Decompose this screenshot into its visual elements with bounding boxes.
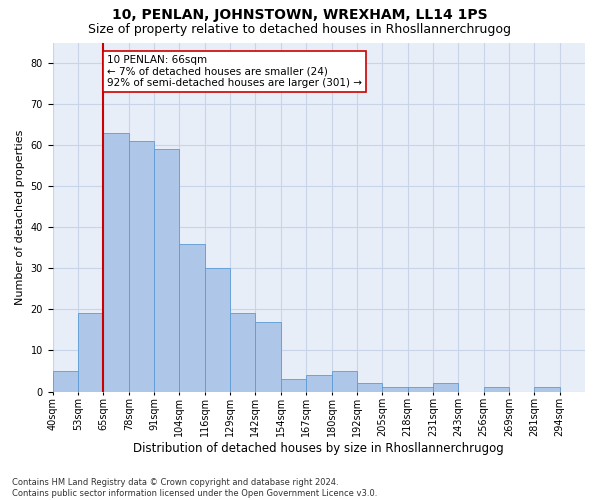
- Bar: [484, 388, 509, 392]
- Bar: [129, 141, 154, 392]
- Bar: [154, 150, 179, 392]
- Bar: [535, 388, 560, 392]
- Bar: [78, 314, 103, 392]
- Bar: [281, 379, 306, 392]
- Bar: [103, 133, 129, 392]
- Bar: [357, 384, 382, 392]
- Text: 10 PENLAN: 66sqm
← 7% of detached houses are smaller (24)
92% of semi-detached h: 10 PENLAN: 66sqm ← 7% of detached houses…: [107, 55, 362, 88]
- Bar: [256, 322, 281, 392]
- Bar: [306, 375, 332, 392]
- Bar: [433, 384, 458, 392]
- Bar: [332, 371, 357, 392]
- X-axis label: Distribution of detached houses by size in Rhosllannerchrugog: Distribution of detached houses by size …: [133, 442, 504, 455]
- Bar: [230, 314, 256, 392]
- Text: Contains HM Land Registry data © Crown copyright and database right 2024.
Contai: Contains HM Land Registry data © Crown c…: [12, 478, 377, 498]
- Bar: [179, 244, 205, 392]
- Y-axis label: Number of detached properties: Number of detached properties: [15, 130, 25, 304]
- Bar: [205, 268, 230, 392]
- Text: 10, PENLAN, JOHNSTOWN, WREXHAM, LL14 1PS: 10, PENLAN, JOHNSTOWN, WREXHAM, LL14 1PS: [112, 8, 488, 22]
- Bar: [407, 388, 433, 392]
- Text: Size of property relative to detached houses in Rhosllannerchrugog: Size of property relative to detached ho…: [89, 22, 511, 36]
- Bar: [53, 371, 78, 392]
- Bar: [382, 388, 407, 392]
